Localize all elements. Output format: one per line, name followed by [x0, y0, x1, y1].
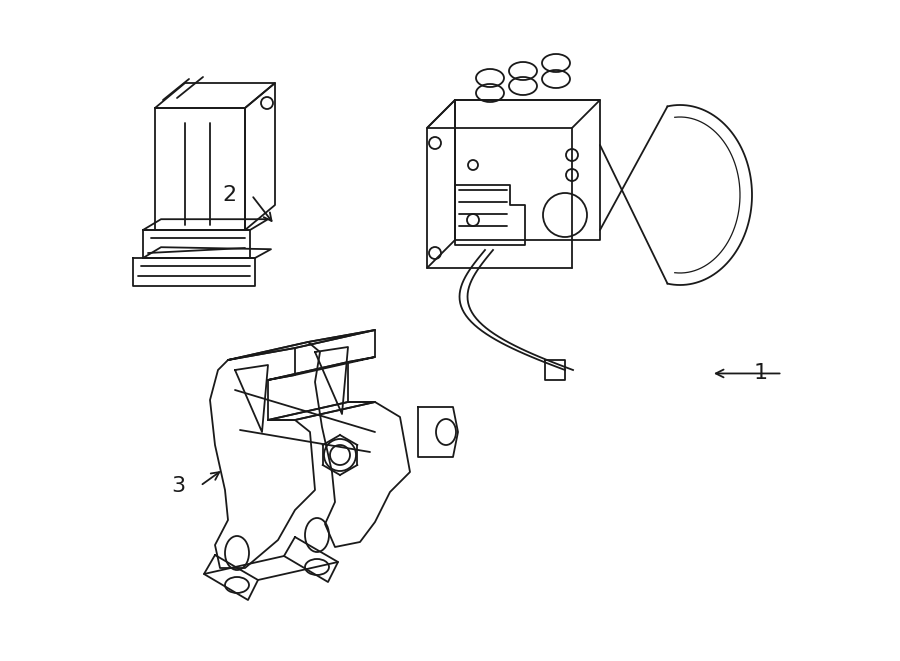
Text: 3: 3 [171, 476, 185, 496]
Text: 1: 1 [753, 364, 768, 383]
Text: 2: 2 [222, 185, 237, 205]
